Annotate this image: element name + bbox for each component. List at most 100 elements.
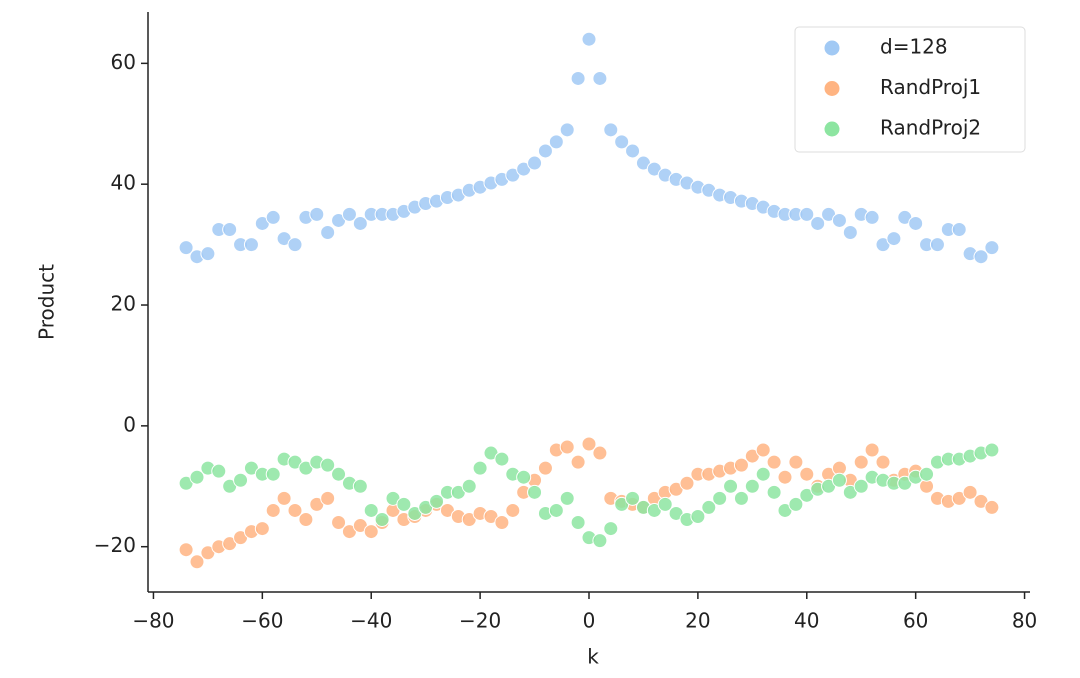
legend-marker [823, 39, 841, 57]
point [766, 454, 782, 470]
point [494, 515, 510, 531]
point [178, 240, 194, 256]
series [178, 442, 1000, 549]
series [178, 31, 1000, 265]
point [222, 222, 238, 237]
point [657, 496, 673, 512]
point [211, 463, 227, 479]
point [559, 122, 575, 138]
point [352, 478, 368, 494]
point [527, 484, 543, 500]
point [788, 454, 804, 470]
point [189, 469, 205, 485]
x-tick-label: 20 [685, 609, 710, 633]
point [908, 215, 924, 231]
point [309, 206, 325, 222]
point [842, 225, 858, 241]
point [581, 31, 597, 47]
point [189, 554, 205, 570]
point [331, 515, 347, 531]
point [831, 472, 847, 488]
point [374, 512, 390, 527]
point [320, 225, 336, 241]
point [690, 508, 706, 524]
x-tick-label: −40 [350, 609, 392, 633]
point [276, 490, 292, 506]
point [886, 231, 902, 247]
point [853, 454, 869, 470]
y-tick-label: 20 [111, 292, 136, 316]
point [733, 457, 749, 473]
point [265, 209, 281, 225]
point [352, 215, 368, 231]
x-tick-label: −80 [132, 609, 174, 633]
point [559, 439, 575, 455]
point [363, 502, 379, 518]
series [178, 436, 1000, 570]
point [788, 496, 804, 512]
point [537, 143, 553, 159]
point [233, 472, 249, 488]
point [625, 143, 641, 159]
point [810, 215, 826, 231]
point [766, 484, 782, 500]
x-tick-label: 0 [583, 609, 596, 633]
point [527, 155, 543, 171]
point [625, 490, 641, 506]
point [320, 490, 336, 506]
legend-marker [823, 120, 841, 138]
point [864, 209, 880, 225]
point [570, 454, 586, 470]
point [603, 122, 619, 138]
legend-label: d=128 [880, 35, 948, 59]
point [875, 454, 891, 470]
point [755, 442, 771, 458]
y-axis-label: Product [35, 264, 59, 340]
point [919, 466, 935, 482]
point [614, 134, 630, 150]
point [723, 478, 739, 494]
point [548, 134, 564, 150]
x-axis-label: k [587, 645, 599, 669]
legend-box [794, 26, 1026, 153]
point [962, 484, 978, 500]
point [559, 490, 575, 506]
point [516, 469, 532, 485]
point [254, 521, 270, 537]
x-tick-label: −60 [241, 609, 283, 633]
point [298, 512, 314, 527]
point [265, 466, 281, 482]
point [592, 445, 608, 461]
point [331, 466, 347, 482]
point [864, 442, 880, 458]
point [755, 466, 771, 482]
point [287, 237, 303, 253]
x-tick-label: 80 [1012, 609, 1037, 633]
point [973, 249, 989, 265]
point [744, 478, 760, 494]
point [570, 70, 586, 86]
point [200, 246, 216, 262]
x-tick-label: −20 [459, 609, 501, 633]
point [592, 70, 608, 86]
y-tick-label: 0 [123, 412, 136, 436]
point [701, 499, 717, 515]
point [603, 521, 619, 537]
point [461, 478, 477, 494]
point [799, 466, 815, 482]
point [733, 490, 749, 506]
y-tick-label: −20 [94, 533, 136, 557]
point [548, 502, 564, 518]
point [679, 475, 695, 491]
point [984, 442, 1000, 458]
point [287, 502, 303, 518]
point [320, 457, 336, 473]
point [472, 460, 488, 476]
point [712, 490, 728, 506]
point [265, 502, 281, 518]
point [799, 206, 815, 222]
y-tick-label: 40 [111, 171, 136, 195]
point [853, 478, 869, 494]
point [951, 222, 967, 237]
